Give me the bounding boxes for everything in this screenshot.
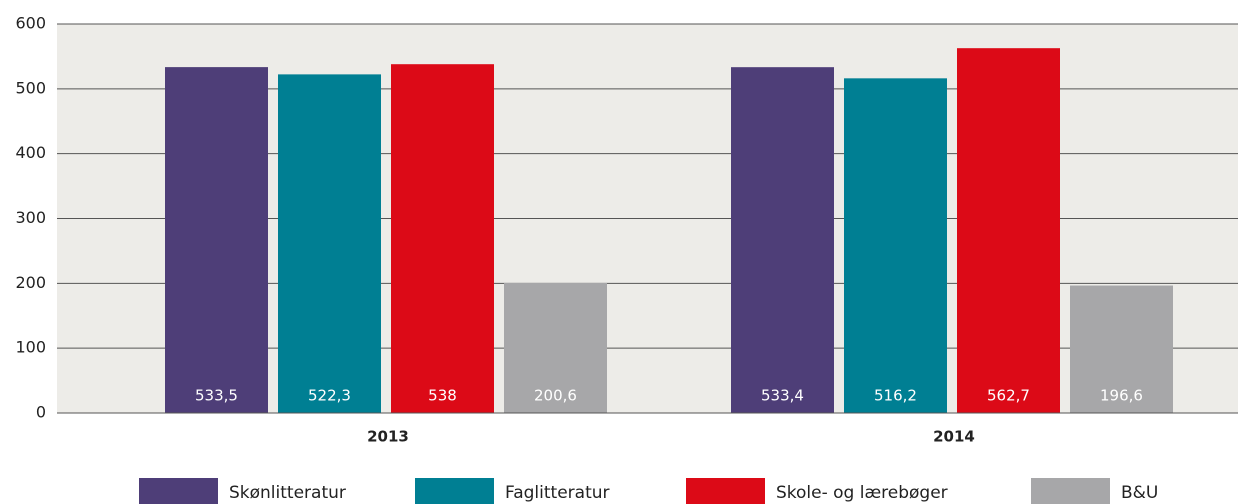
legend-label: Faglitteratur <box>505 483 610 503</box>
legend-label: Skole- og lærebøger <box>776 483 948 503</box>
bar <box>1070 285 1173 413</box>
y-tick-label: 100 <box>15 338 46 357</box>
legend-label: B&U <box>1121 483 1158 503</box>
y-tick-label: 600 <box>15 14 46 33</box>
value-label: 200,6 <box>534 387 577 405</box>
bar <box>504 282 607 413</box>
legend-swatch <box>1031 478 1110 504</box>
value-label: 522,3 <box>308 387 351 405</box>
bar <box>844 78 947 414</box>
bar <box>731 67 834 413</box>
x-tick-label: 2013 <box>367 428 409 446</box>
bar <box>165 67 268 413</box>
value-label: 516,2 <box>874 387 917 405</box>
y-tick-label: 0 <box>36 403 46 422</box>
value-label: 562,7 <box>987 387 1030 405</box>
value-label: 196,6 <box>1100 387 1143 405</box>
y-tick-label: 500 <box>15 78 46 97</box>
bar <box>391 64 494 414</box>
legend-swatch <box>139 478 218 504</box>
legend-swatch <box>686 478 765 504</box>
value-label: 533,5 <box>195 387 238 405</box>
legend-label: Skønlitteratur <box>229 483 346 503</box>
bar <box>278 74 381 414</box>
y-tick-label: 400 <box>15 143 46 162</box>
x-tick-label: 2014 <box>933 428 975 446</box>
value-label: 533,4 <box>761 387 804 405</box>
bar <box>957 48 1060 414</box>
y-tick-label: 300 <box>15 208 46 227</box>
value-label: 538 <box>428 387 457 405</box>
y-tick-label: 200 <box>15 273 46 292</box>
legend-swatch <box>415 478 494 504</box>
